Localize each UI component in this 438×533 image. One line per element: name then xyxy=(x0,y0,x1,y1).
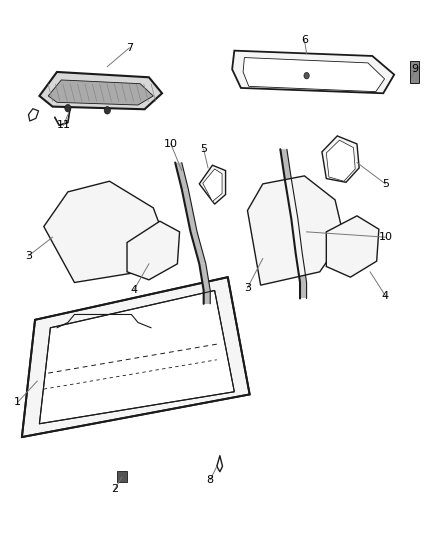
Bar xyxy=(410,61,419,83)
Text: 5: 5 xyxy=(382,179,389,189)
Polygon shape xyxy=(204,290,210,304)
Text: 10: 10 xyxy=(164,139,178,149)
Text: 10: 10 xyxy=(378,232,392,242)
Text: 2: 2 xyxy=(111,484,118,494)
Polygon shape xyxy=(247,176,344,285)
Text: 5: 5 xyxy=(200,144,207,154)
Text: 9: 9 xyxy=(412,64,419,74)
Text: 3: 3 xyxy=(25,251,32,261)
Circle shape xyxy=(104,107,110,114)
Polygon shape xyxy=(199,165,226,204)
Text: 4: 4 xyxy=(130,286,137,295)
Polygon shape xyxy=(322,136,359,182)
Polygon shape xyxy=(199,264,210,290)
Polygon shape xyxy=(48,80,153,105)
Text: 1: 1 xyxy=(14,398,21,407)
Polygon shape xyxy=(291,219,302,253)
Polygon shape xyxy=(296,253,307,282)
Polygon shape xyxy=(326,216,379,277)
Text: 3: 3 xyxy=(244,283,251,293)
Polygon shape xyxy=(175,163,188,189)
Polygon shape xyxy=(127,221,180,280)
Polygon shape xyxy=(243,58,385,92)
Polygon shape xyxy=(300,282,307,298)
Bar xyxy=(117,471,127,482)
Polygon shape xyxy=(326,140,355,181)
Text: 6: 6 xyxy=(301,35,308,45)
Text: 7: 7 xyxy=(126,43,133,53)
Polygon shape xyxy=(203,169,222,201)
Circle shape xyxy=(65,104,71,112)
Polygon shape xyxy=(22,277,250,437)
Text: 8: 8 xyxy=(207,475,214,484)
Text: 4: 4 xyxy=(382,291,389,301)
Polygon shape xyxy=(191,232,206,264)
Polygon shape xyxy=(39,290,234,424)
Polygon shape xyxy=(44,181,164,282)
Circle shape xyxy=(304,72,309,79)
Polygon shape xyxy=(285,179,298,219)
Polygon shape xyxy=(280,149,291,179)
Polygon shape xyxy=(182,189,197,232)
Polygon shape xyxy=(232,51,394,93)
Polygon shape xyxy=(39,72,162,109)
Text: 11: 11 xyxy=(57,120,71,130)
